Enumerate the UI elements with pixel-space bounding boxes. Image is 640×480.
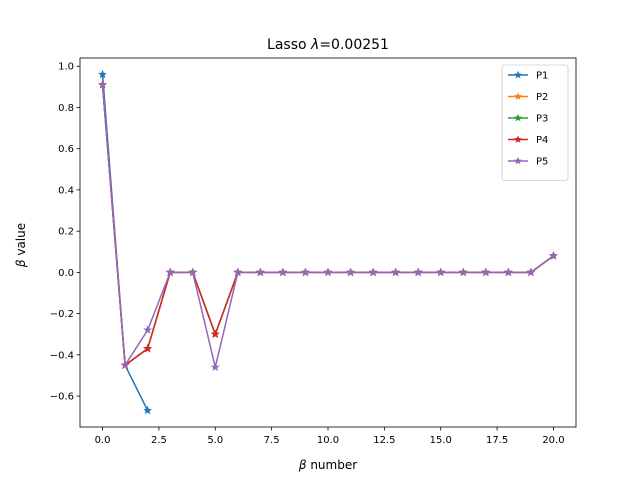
y-tick-label: 0.2 bbox=[58, 227, 74, 238]
data-point-p5 bbox=[98, 80, 108, 89]
y-tick-label: 0.0 bbox=[58, 268, 74, 279]
x-tick-label: 20.0 bbox=[542, 435, 564, 446]
legend-label-p2: P2 bbox=[536, 92, 548, 103]
data-point-p5 bbox=[346, 267, 356, 277]
data-point-p5 bbox=[436, 267, 446, 277]
data-point-p5 bbox=[526, 267, 536, 277]
x-axis-ticks: 0.0 2.5 5.0 7.5 10.0 12.5 15.0 17.5 20.0 bbox=[95, 427, 565, 446]
legend-label-p1: P1 bbox=[536, 71, 548, 82]
plot-area bbox=[98, 69, 558, 415]
legend-marker-p5 bbox=[514, 156, 522, 165]
data-point-p4 bbox=[143, 343, 153, 353]
legend-marker-p1 bbox=[514, 70, 522, 79]
data-point-p5 bbox=[120, 360, 130, 369]
data-point-p5 bbox=[458, 267, 468, 277]
y-tick-label: 1.0 bbox=[58, 62, 74, 73]
legend: P1 P2 P3 P4 P5 bbox=[501, 64, 569, 181]
x-tick-label: 15.0 bbox=[430, 435, 452, 446]
x-tick-label: 10.0 bbox=[317, 435, 339, 446]
x-tick-label: 2.5 bbox=[151, 435, 167, 446]
data-point-p4 bbox=[210, 329, 220, 339]
data-point-p5 bbox=[391, 267, 401, 277]
data-point-p5 bbox=[368, 267, 378, 277]
data-point-p5 bbox=[323, 267, 333, 277]
x-tick-label: 7.5 bbox=[264, 435, 280, 446]
data-point-p5 bbox=[165, 267, 175, 277]
legend-box bbox=[501, 64, 569, 181]
legend-entry-p2: P2 bbox=[508, 92, 548, 103]
y-axis-ticks: −0.6 −0.4 −0.2 0.0 0.2 0.4 0.6 0.8 1.0 bbox=[50, 62, 80, 403]
y-tick-label: −0.2 bbox=[50, 309, 74, 320]
data-point-p5 bbox=[278, 267, 288, 277]
x-tick-label: 5.0 bbox=[207, 435, 223, 446]
data-point-p5 bbox=[481, 267, 491, 277]
data-point-p5 bbox=[413, 267, 423, 277]
legend-marker-p4 bbox=[514, 135, 522, 143]
data-point-p5 bbox=[255, 267, 265, 277]
y-tick-label: −0.4 bbox=[50, 350, 74, 361]
legend-label-p5: P5 bbox=[536, 157, 548, 168]
y-axis-label: β value bbox=[14, 223, 28, 268]
data-point-p5 bbox=[233, 267, 243, 277]
legend-marker-p3 bbox=[514, 113, 522, 122]
y-tick-label: −0.6 bbox=[50, 392, 74, 403]
legend-label-p4: P4 bbox=[536, 135, 548, 146]
y-tick-label: 0.8 bbox=[58, 103, 74, 114]
x-tick-label: 12.5 bbox=[373, 435, 395, 446]
x-tick-label: 0.0 bbox=[95, 435, 111, 446]
legend-entry-p1: P1 bbox=[508, 71, 548, 82]
y-tick-label: 0.4 bbox=[58, 185, 74, 196]
data-point-p5 bbox=[503, 267, 513, 277]
y-tick-label: 0.6 bbox=[58, 144, 74, 155]
legend-entry-p4: P4 bbox=[508, 135, 548, 146]
chart-title: Lasso λ=0.00251 bbox=[267, 37, 389, 53]
data-point-p1 bbox=[98, 69, 108, 79]
legend-marker-p2 bbox=[514, 92, 522, 100]
x-axis-label: β number bbox=[298, 458, 357, 472]
data-point-p5 bbox=[300, 267, 310, 277]
data-point-p5 bbox=[143, 325, 153, 334]
data-point-p5 bbox=[548, 251, 558, 260]
data-point-p5 bbox=[188, 267, 198, 277]
x-tick-label: 17.5 bbox=[486, 435, 508, 446]
data-point-p1 bbox=[143, 405, 153, 415]
legend-entry-p3: P3 bbox=[508, 114, 548, 125]
legend-entry-p5: P5 bbox=[508, 157, 548, 168]
series-p5 bbox=[98, 80, 558, 372]
data-point-p5 bbox=[210, 362, 220, 372]
legend-label-p3: P3 bbox=[536, 114, 548, 125]
